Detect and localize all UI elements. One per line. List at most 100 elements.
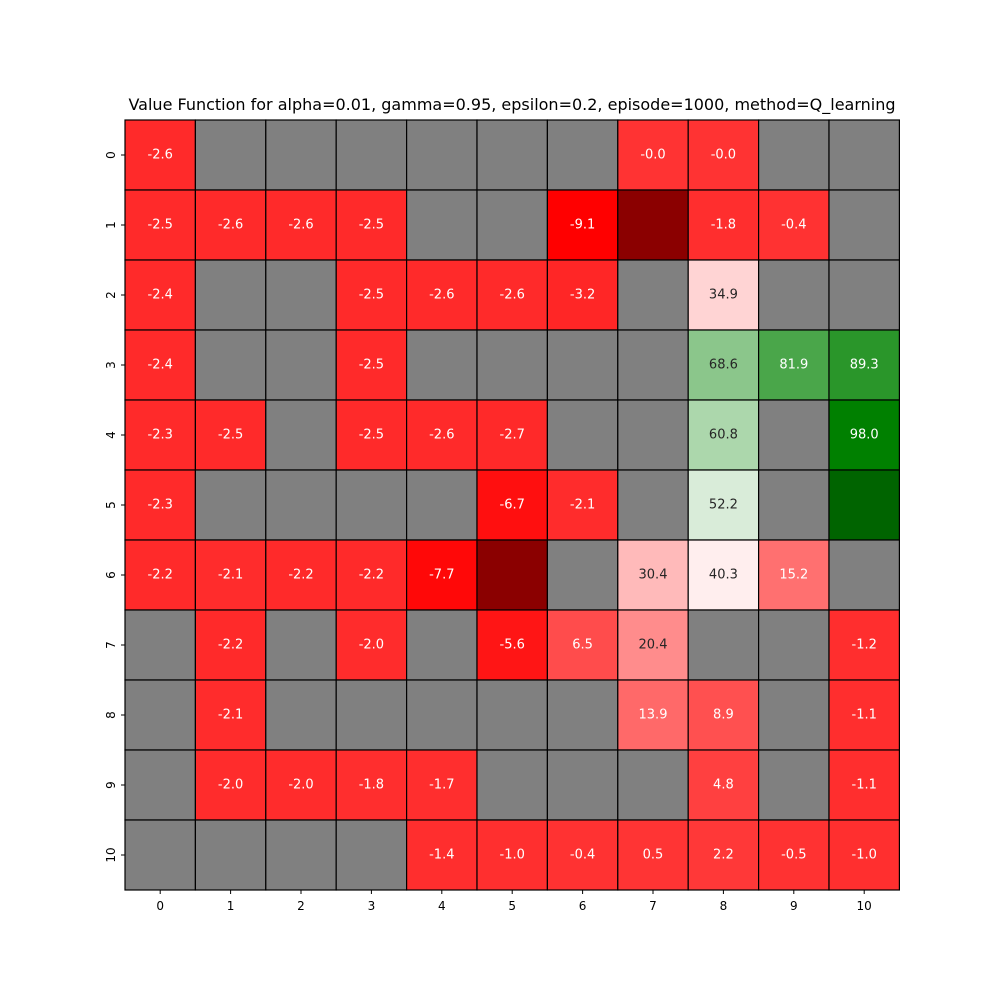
heatmap-cell <box>476 749 549 821</box>
heatmap-cell <box>546 469 619 541</box>
cell-value-label: 0.5 <box>643 848 664 863</box>
heatmap-cell <box>335 399 408 471</box>
heatmap-cell <box>476 469 549 541</box>
cell-value-label: -2.5 <box>359 218 384 233</box>
cell-value-label: -2.5 <box>218 428 243 443</box>
heatmap-cell-labels: -2.6 -0.0 -0.0 -2.5 -2.6 -2.6 -2.5 -9.1 -1.8 -0.4… <box>148 148 879 863</box>
heatmap-cell <box>687 609 760 681</box>
heatmap-cell <box>265 399 337 471</box>
heatmap-cell <box>687 399 760 471</box>
cell-value-label: -1.0 <box>500 848 525 863</box>
heatmap-cell <box>265 609 337 681</box>
heatmap-cell <box>617 119 689 191</box>
heatmap-cell <box>476 819 549 891</box>
heatmap-cell <box>687 679 760 751</box>
heatmap-cell <box>687 259 760 331</box>
cell-value-label: 89.3 <box>850 358 879 373</box>
heatmap-cell <box>687 329 760 401</box>
y-tick-label: 1 <box>104 221 118 229</box>
heatmap-cell <box>828 119 901 191</box>
heatmap-cell <box>194 259 267 331</box>
heatmap-cell <box>265 469 337 541</box>
cell-value-label: -1.1 <box>852 708 877 723</box>
heatmap-cell <box>194 819 267 891</box>
heatmap-cell <box>476 399 549 471</box>
heatmap-cell <box>265 679 337 751</box>
heatmap-cell <box>617 399 689 471</box>
heatmap-cell <box>124 819 197 891</box>
heatmap-cell <box>828 399 901 471</box>
cell-value-label: 68.6 <box>709 358 738 373</box>
heatmap-cell <box>335 819 408 891</box>
heatmap-cell <box>687 819 760 891</box>
heatmap-cell <box>687 469 760 541</box>
cell-value-label: -2.7 <box>500 428 525 443</box>
cell-value-label: -1.7 <box>429 778 454 793</box>
heatmap-cell <box>828 189 901 261</box>
cell-value-label: 60.8 <box>709 428 738 443</box>
heatmap-cell <box>757 609 830 681</box>
heatmap-cell <box>828 609 901 681</box>
heatmap-cell <box>828 329 901 401</box>
cell-value-label: -1.8 <box>359 778 384 793</box>
heatmap-cell <box>546 539 619 611</box>
cell-value-label: 98.0 <box>850 428 879 443</box>
heatmap-cell <box>757 679 830 751</box>
cell-value-label: -1.0 <box>852 848 877 863</box>
heatmap-cell <box>265 539 337 611</box>
x-tick-label: 8 <box>720 899 728 913</box>
heatmap-cell <box>757 819 830 891</box>
cell-value-label: -2.3 <box>148 428 173 443</box>
heatmap-cell <box>406 679 478 751</box>
heatmap-cell <box>476 259 549 331</box>
heatmap-cell <box>406 539 478 611</box>
heatmap-cell <box>194 399 267 471</box>
heatmap-cell <box>476 679 549 751</box>
heatmap-cell <box>687 539 760 611</box>
heatmap-cell <box>617 749 689 821</box>
x-tick-label: 3 <box>368 899 376 913</box>
cell-value-label: -2.1 <box>570 498 595 513</box>
cell-value-label: -7.7 <box>429 568 454 583</box>
cell-value-label: 30.4 <box>639 568 668 583</box>
heatmap-cell <box>124 469 197 541</box>
heatmap-cell <box>828 539 901 611</box>
heatmap-cell <box>476 189 549 261</box>
heatmap-cell <box>828 749 901 821</box>
heatmap-cell <box>194 119 267 191</box>
cell-value-label: -0.0 <box>711 148 736 163</box>
y-tick-label: 3 <box>104 361 118 369</box>
y-axis-ticks: 0 1 2 3 4 5 6 7 8 9 10 <box>104 151 125 863</box>
cell-value-label: -2.3 <box>148 498 173 513</box>
heatmap-cell <box>335 329 408 401</box>
heatmap-cell <box>124 609 197 681</box>
heatmap-cell <box>194 189 267 261</box>
cell-value-label: -1.8 <box>711 218 736 233</box>
heatmap-cell <box>265 329 337 401</box>
heatmap-cell <box>265 259 337 331</box>
cell-value-label: -2.5 <box>148 218 173 233</box>
cell-value-label: -6.7 <box>500 498 525 513</box>
heatmap-cell <box>757 749 830 821</box>
cell-value-label: -2.0 <box>218 778 243 793</box>
chart-title: Value Function for alpha=0.01, gamma=0.9… <box>128 95 896 114</box>
x-tick-label: 0 <box>156 899 164 913</box>
cell-value-label: 2.2 <box>713 848 734 863</box>
x-tick-label: 6 <box>579 899 587 913</box>
heatmap-cell <box>546 189 619 261</box>
heatmap-cell <box>546 749 619 821</box>
heatmap-cell <box>546 329 619 401</box>
cell-value-label: -2.1 <box>218 708 243 723</box>
cell-value-label: -2.2 <box>148 568 173 583</box>
heatmap-cell <box>757 329 830 401</box>
cell-value-label: -2.0 <box>359 638 384 653</box>
cell-value-label: 34.9 <box>709 288 738 303</box>
heatmap-cells <box>124 119 901 891</box>
y-tick-label: 5 <box>104 501 118 509</box>
cell-value-label: -2.2 <box>218 638 243 653</box>
heatmap-cell <box>335 749 408 821</box>
heatmap-cell <box>617 469 689 541</box>
cell-value-label: -2.2 <box>359 568 384 583</box>
x-tick-label: 1 <box>227 899 235 913</box>
cell-value-label: -5.6 <box>500 638 525 653</box>
